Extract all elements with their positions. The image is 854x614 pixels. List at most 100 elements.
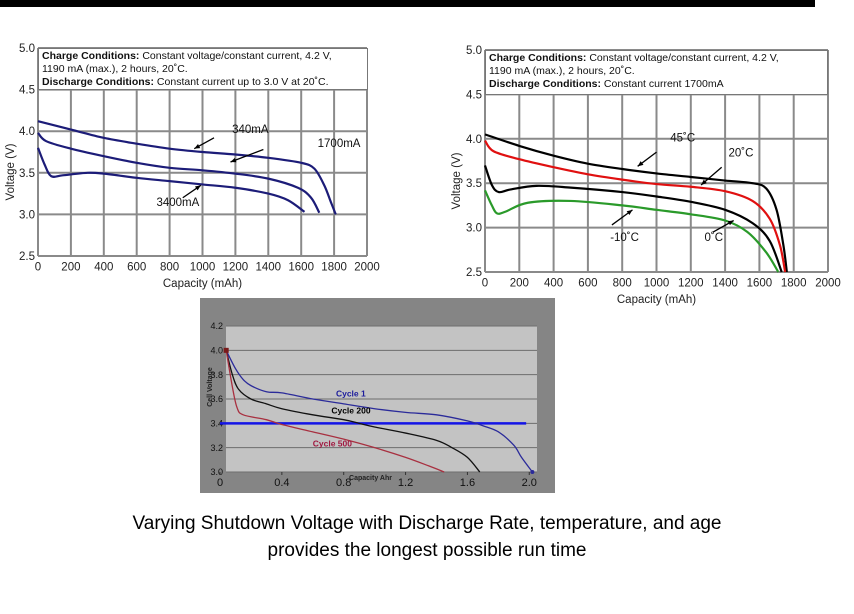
cycles-chart: 3.0 3.2 3.4 3.6 3.8 4.0 4.2 0 0.4 0.8 1.2 1.6 2.0 Cap… [207,321,537,489]
arrow-head-icon [194,185,201,191]
x-tick-label: 1200 [223,262,249,274]
annotation-label: -10˚C [610,232,639,244]
discharge-conditions-text: Constant current 1700mA [601,78,724,90]
y-tick-label: 3.8 [210,370,223,380]
y-tick-label: 4.0 [19,126,35,138]
series-line--10-c [483,189,780,273]
start-marker [223,347,229,353]
y-axis-title: Voltage (V) [5,143,17,200]
arrow-head-icon [727,220,734,226]
annotation-label: 340mA [232,124,269,136]
y-tick-label: 3.0 [19,209,35,221]
arrow-head-icon [701,179,707,185]
x-tick-label: 0 [217,477,223,489]
series-line-45-c [484,133,788,273]
x-axis-title: Capacity (mAh) [163,278,242,290]
charge-conditions-label: Charge Conditions: [489,52,587,64]
y-tick-label: 3.5 [466,178,482,190]
y-tick-label: 5.0 [466,45,482,57]
y-tick-label: 5.0 [19,43,35,55]
x-axis-title: Capacity Ahr [349,475,392,482]
x-axis-title: Capacity (mAh) [617,294,696,306]
x-tick-label: 1000 [644,278,670,290]
y-tick-label: 3.0 [466,223,482,235]
x-tick-label: 2.0 [522,477,537,489]
x-tick-label: 1400 [256,262,282,274]
series-line-cycle-200 [225,350,481,473]
arrow-head-icon [194,143,201,149]
charge-conditions-label: Charge Conditions: [42,50,140,62]
y-tick-label: 4.5 [466,89,482,101]
y-tick-label: 3.4 [210,418,223,428]
end-marker [530,470,535,474]
x-tick-label: 1800 [781,278,807,290]
annotation-label: 45˚C [670,132,695,144]
y-tick-label: 4.0 [210,345,223,355]
x-tick-label: 800 [613,278,632,290]
x-tick-label: 1600 [747,278,773,290]
temperature-chart: 2.5 3.0 3.5 4.0 4.5 5.0 0 200 400 600 800 1000 1200 1… [451,45,841,306]
series-label: Cycle 200 [331,406,370,416]
y-tick-label: 4.0 [466,134,482,146]
annotation-label: 1700mA [318,138,361,150]
discharge-conditions-label: Discharge Conditions: [489,78,602,90]
x-tick-label: 800 [160,262,179,274]
arrow-head-icon [637,161,644,167]
x-tick-label: 200 [61,262,80,274]
x-tick-label: 1800 [321,262,347,274]
series-label: Cycle 1 [336,389,366,399]
x-tick-label: 2000 [354,262,380,274]
caption-line-2: provides the longest possible run time [267,540,587,561]
x-tick-label: 1.2 [398,477,413,489]
x-tick-label: 600 [127,262,146,274]
charge-conditions-text2: 1190 mA (max.), 2 hours, 20˚C. [489,65,635,77]
temperature-chart-conditions-box: Charge Conditions: Constant voltage/cons… [485,50,828,95]
series-line-3400ma [36,147,306,213]
rate-chart-conditions-box: Charge Conditions: Constant voltage/cons… [38,48,368,90]
annotation-arrow [230,148,264,163]
series-line-340ma [37,120,337,215]
y-axis-title: Cell Voltage [207,367,214,407]
series-line-1700ma [37,132,321,214]
series-line-cycle-1 [225,350,533,473]
y-tick-label: 3.6 [210,394,223,404]
x-tick-label: 400 [544,278,563,290]
x-tick-label: 2000 [815,278,841,290]
caption-line-1: Varying Shutdown Voltage with Discharge … [132,513,722,534]
x-tick-label: 1600 [288,262,314,274]
arrow-head-icon [230,157,237,163]
y-axis-title: Voltage (V) [451,152,463,209]
y-tick-label: 4.5 [19,85,35,97]
y-tick-label: 4.2 [210,321,223,331]
annotation-label: 3400mA [156,197,199,209]
x-tick-label: 400 [94,262,113,274]
x-tick-label: 0 [482,278,488,290]
charge-conditions-text2: 1190 mA (max.), 2 hours, 20˚C. [42,63,188,75]
y-tick-label: 2.5 [466,267,482,279]
series-line-cycle-500 [225,350,445,473]
series-line-0-c [483,165,783,273]
y-tick-label: 3.0 [210,467,223,477]
annotation-label: 20˚C [729,148,754,160]
discharge-conditions-label: Discharge Conditions: [42,76,155,88]
series-line-20-c [484,139,787,273]
slide-caption: Varying Shutdown Voltage with Discharge … [0,510,854,564]
x-tick-label: 1200 [678,278,704,290]
charge-conditions-text: Constant voltage/constant current, 4.2 V… [139,50,332,62]
y-tick-label: 2.5 [19,251,35,263]
x-tick-label: 0 [35,262,41,274]
x-tick-label: 0.8 [336,477,351,489]
title-divider-bar [0,0,815,7]
x-tick-label: 200 [510,278,529,290]
charge-conditions-text: Constant voltage/constant current, 4.2 V… [586,52,779,64]
series-label: Cycle 500 [313,438,352,448]
x-tick-label: 0.4 [274,477,289,489]
annotation-label: 0˚C [705,232,724,244]
discharge-conditions-text: Constant current up to 3.0 V at 20˚C. [154,76,329,88]
x-tick-label: 600 [578,278,597,290]
x-tick-label: 1400 [712,278,738,290]
y-tick-label: 3.2 [210,443,223,453]
x-tick-label: 1.6 [460,477,475,489]
x-tick-label: 1000 [190,262,216,274]
arrow-head-icon [626,209,633,215]
